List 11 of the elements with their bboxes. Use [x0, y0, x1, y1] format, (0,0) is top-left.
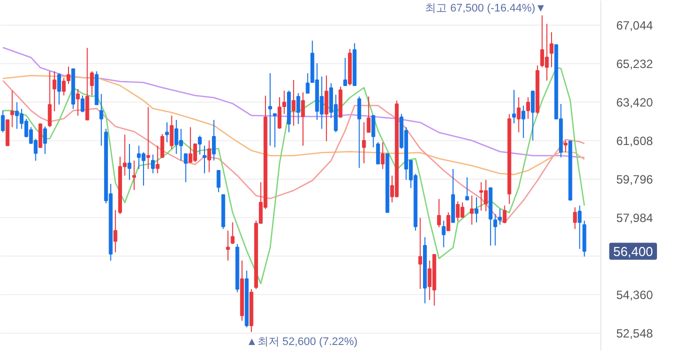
text: 56,400: [613, 244, 653, 259]
annotation: 최고 67,500 (-16.44%)▼: [425, 2, 546, 14]
y-tick-label: 52,548: [616, 326, 654, 341]
y-tick-label: 65,232: [616, 57, 654, 72]
annotation: ▲최저 52,600 (7.22%): [246, 336, 358, 348]
y-tick-label: 57,984: [616, 211, 654, 226]
y-tick-label: 67,044: [616, 18, 654, 33]
y-tick-label: 63,420: [616, 96, 654, 110]
y-tick-label: 61,608: [616, 134, 654, 148]
y-tick-label: 59,796: [616, 172, 654, 187]
y-tick-label: 54,360: [616, 288, 654, 302]
